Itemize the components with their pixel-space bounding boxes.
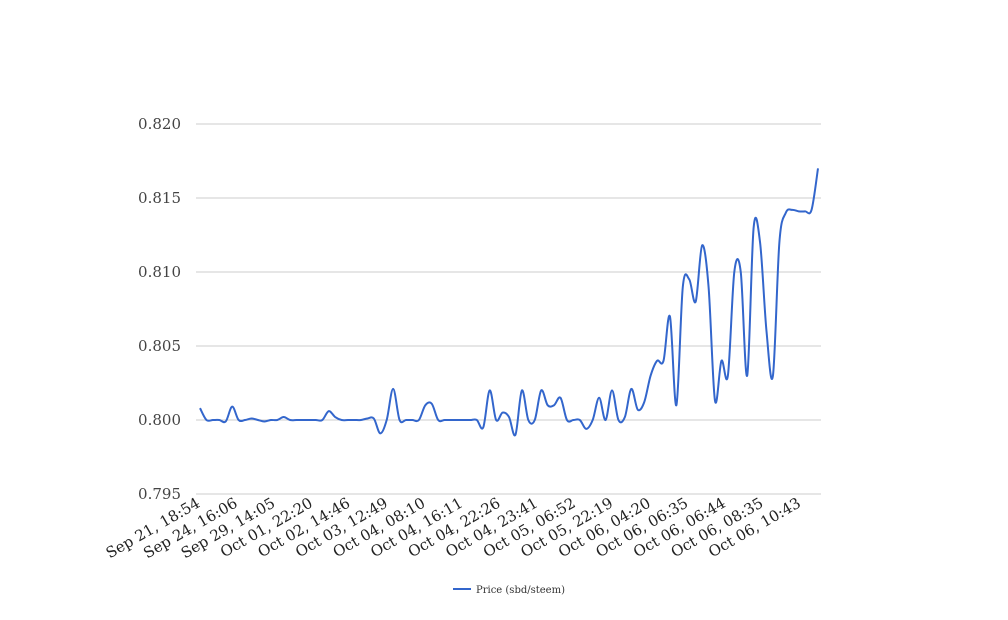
y-tick-label: 0.815 xyxy=(138,189,181,207)
gridlines xyxy=(196,123,821,495)
y-tick-label: 0.800 xyxy=(138,411,181,429)
y-tick-label: 0.810 xyxy=(138,263,181,281)
series-line-price xyxy=(199,168,819,437)
series-layer xyxy=(199,168,819,437)
legend: Price (sbd/steem) xyxy=(453,585,565,596)
legend-label: Price (sbd/steem) xyxy=(476,585,565,596)
y-axis-ticks: 0.795 0.800 0.805 0.810 0.815 0.820 xyxy=(138,115,181,503)
y-tick-label: 0.820 xyxy=(138,115,181,133)
y-tick-label: 0.795 xyxy=(138,485,181,503)
y-tick-label: 0.805 xyxy=(138,337,181,355)
